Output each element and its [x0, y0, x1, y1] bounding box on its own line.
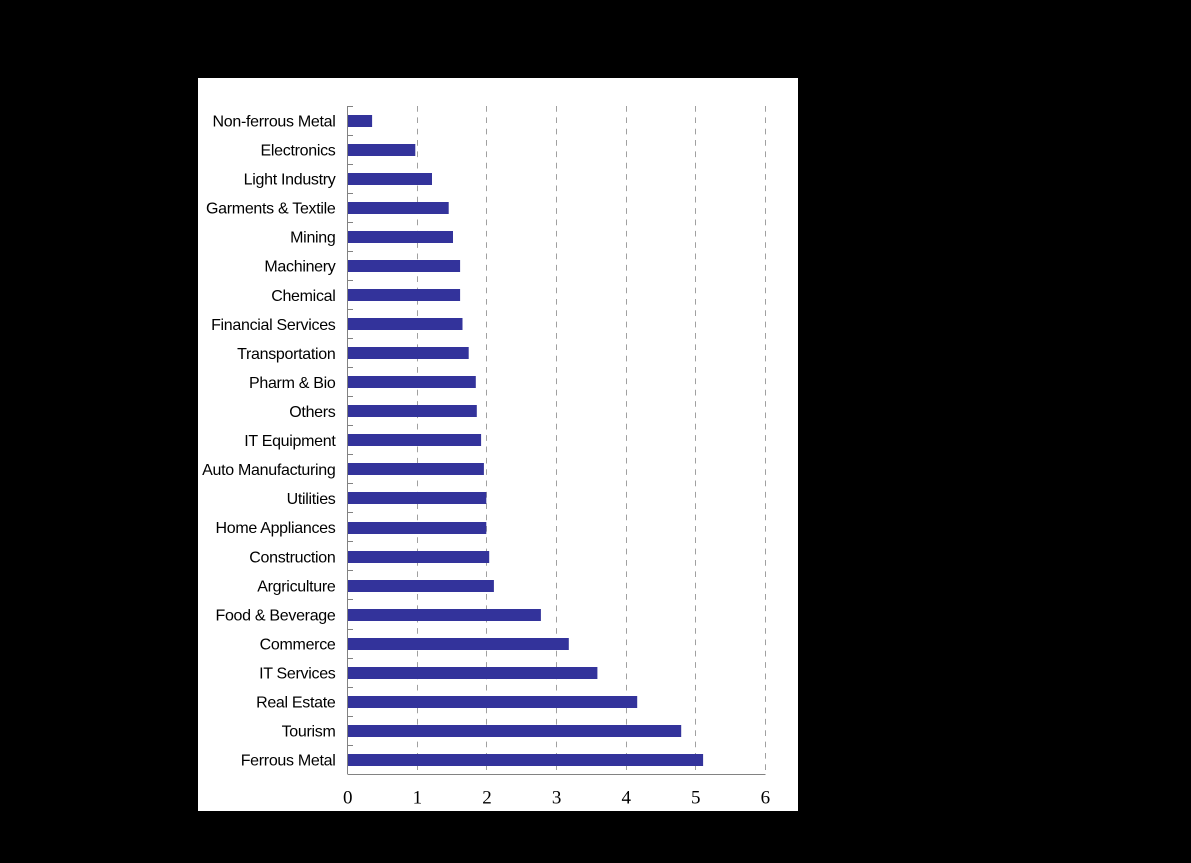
svg-text:Ferrous Metal: Ferrous Metal: [241, 753, 336, 770]
svg-text:Commerce: Commerce: [260, 636, 336, 653]
svg-text:Financial Services: Financial Services: [211, 317, 336, 334]
svg-text:Tourism: Tourism: [282, 724, 336, 741]
svg-text:1: 1: [413, 788, 423, 809]
svg-text:Machinery: Machinery: [264, 259, 335, 276]
svg-text:IT Equipment: IT Equipment: [244, 433, 336, 450]
svg-text:5: 5: [691, 788, 701, 809]
svg-text:4: 4: [621, 788, 631, 809]
svg-text:Pharm & Bio: Pharm & Bio: [249, 375, 336, 392]
svg-text:Chemical: Chemical: [271, 288, 335, 305]
svg-text:Garments & Textile: Garments & Textile: [206, 201, 336, 218]
svg-text:Utilities: Utilities: [287, 491, 336, 508]
svg-text:Auto Manufacturing: Auto Manufacturing: [202, 462, 335, 479]
svg-text:Home Appliances: Home Appliances: [215, 520, 335, 537]
svg-text:Construction: Construction: [249, 549, 335, 566]
svg-text:Argriculture: Argriculture: [257, 578, 336, 595]
svg-text:3: 3: [552, 788, 562, 809]
svg-text:Mining: Mining: [290, 230, 335, 247]
svg-text:IT Services: IT Services: [259, 666, 336, 683]
svg-text:Food & Beverage: Food & Beverage: [215, 607, 335, 624]
svg-text:6: 6: [761, 788, 771, 809]
svg-text:Non-ferrous Metal: Non-ferrous Metal: [213, 113, 336, 130]
svg-text:2: 2: [482, 788, 492, 809]
svg-text:Light Industry: Light Industry: [244, 172, 336, 189]
svg-text:Electronics: Electronics: [261, 143, 336, 160]
svg-text:0: 0: [343, 788, 353, 809]
svg-text:Others: Others: [289, 404, 336, 421]
svg-text:Real Estate: Real Estate: [256, 695, 336, 712]
svg-text:Transportation: Transportation: [237, 346, 335, 363]
